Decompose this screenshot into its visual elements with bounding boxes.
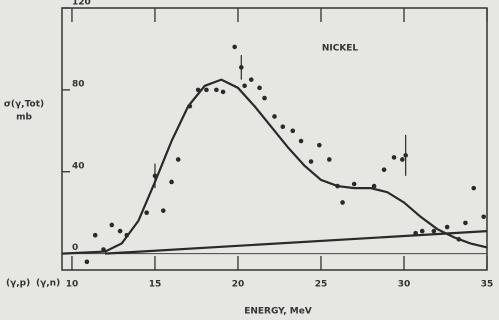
data-point <box>391 155 397 160</box>
x-tick-label: 15 <box>149 280 162 290</box>
data-point <box>444 224 450 230</box>
x-tick-label: 30 <box>398 280 411 290</box>
data-point <box>351 181 357 187</box>
y-axis-unit: mb <box>16 113 32 123</box>
data-point <box>308 159 314 164</box>
data-point <box>242 83 247 89</box>
annotation: (γ,p) <box>6 279 30 289</box>
data-point <box>280 124 286 130</box>
data-point <box>84 259 90 265</box>
y-tick-label: 120 <box>72 0 91 8</box>
data-point <box>92 232 98 238</box>
annotation: NICKEL <box>322 44 359 54</box>
data-point <box>340 200 345 205</box>
data-point <box>117 228 123 234</box>
y-tick-label: 40 <box>72 161 85 171</box>
x-tick-label: 20 <box>232 280 245 290</box>
data-point <box>160 208 166 213</box>
data-point <box>232 44 237 50</box>
x-axis-label: ENERGY, MeV <box>244 307 312 317</box>
data-point <box>400 157 405 162</box>
y-tick-label: 0 <box>72 243 78 253</box>
data-point <box>262 95 267 101</box>
data-point <box>481 214 486 220</box>
x-tick-label: 10 <box>66 280 79 290</box>
y-tick-label: 80 <box>72 79 85 89</box>
data-point <box>371 183 377 189</box>
data-point <box>431 228 437 234</box>
data-point <box>298 138 304 144</box>
y-axis-label: σ(γ,Tot) <box>4 100 44 110</box>
data-point <box>419 228 425 234</box>
data-point <box>169 179 174 185</box>
fit-curve <box>105 230 488 255</box>
x-tick-label: 25 <box>315 280 328 290</box>
data-point <box>471 185 477 191</box>
data-point <box>248 77 254 82</box>
data-point <box>317 142 322 148</box>
data-point <box>204 87 209 93</box>
data-point <box>381 167 387 173</box>
annotation: (γ,n) <box>36 279 60 289</box>
data-point <box>290 128 296 134</box>
data-point <box>109 222 115 228</box>
x-tick-label: 35 <box>481 280 494 290</box>
data-point <box>214 87 219 93</box>
data-point <box>272 114 277 119</box>
data-point <box>144 210 149 215</box>
data-point <box>175 157 181 162</box>
data-point <box>220 89 226 95</box>
plot-frame <box>61 7 488 271</box>
data-point <box>257 85 262 91</box>
data-point <box>463 220 468 226</box>
data-point <box>326 157 332 162</box>
